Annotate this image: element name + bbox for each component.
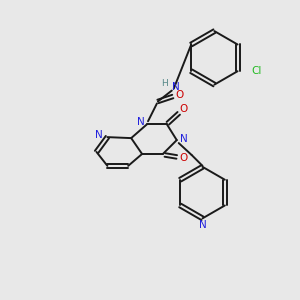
Text: N: N xyxy=(94,130,102,140)
Text: O: O xyxy=(176,89,184,100)
Text: O: O xyxy=(180,104,188,114)
Text: O: O xyxy=(180,153,188,163)
Text: N: N xyxy=(180,134,188,144)
Text: N: N xyxy=(137,117,145,127)
Text: N: N xyxy=(172,82,180,92)
Text: H: H xyxy=(161,79,168,88)
Text: Cl: Cl xyxy=(251,66,262,76)
Text: N: N xyxy=(199,220,206,230)
